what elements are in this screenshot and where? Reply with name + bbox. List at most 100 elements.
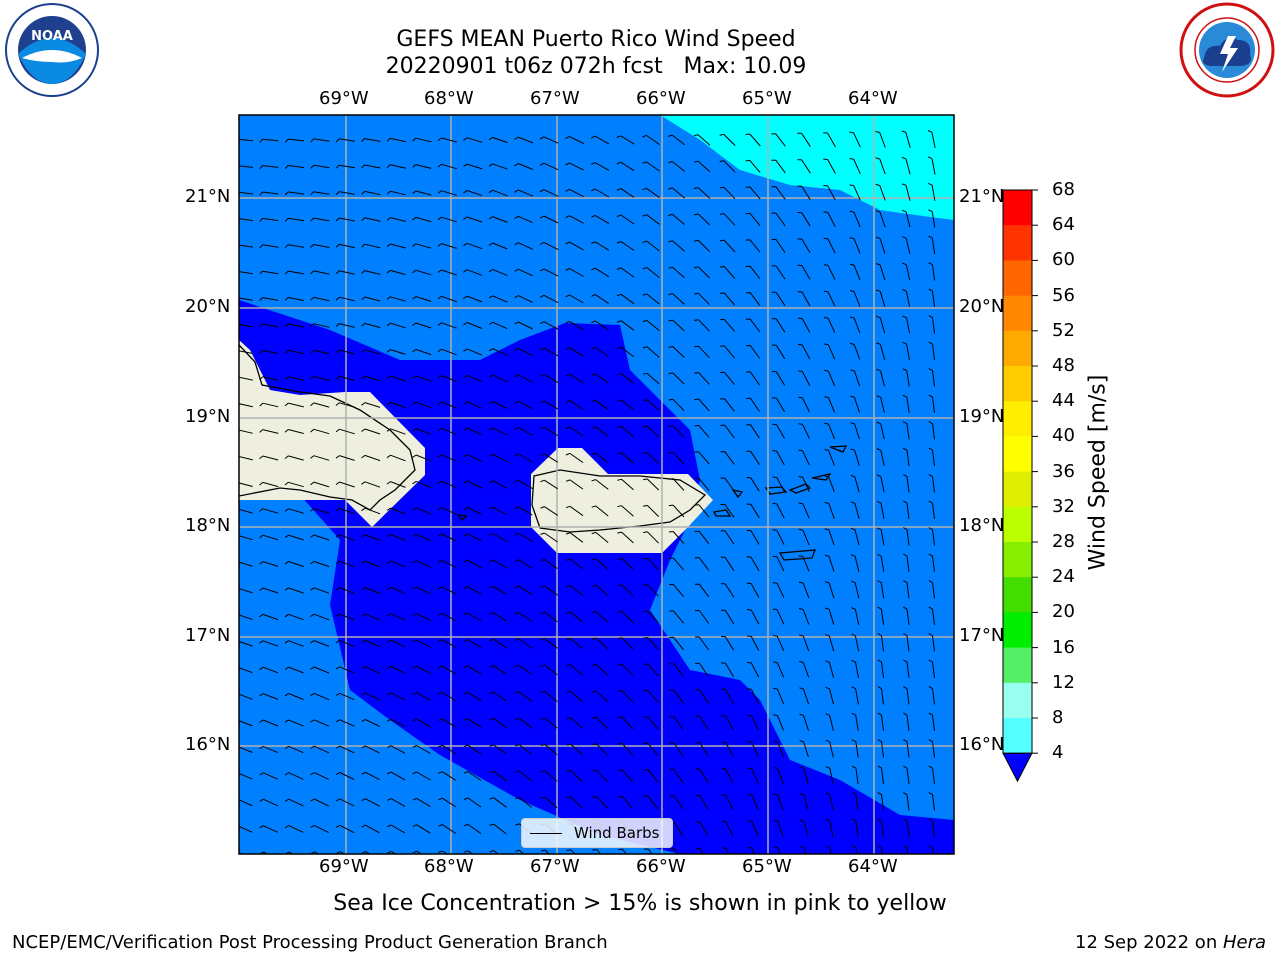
wind-barb xyxy=(361,613,381,621)
lon-label-top: 65°W xyxy=(742,88,792,109)
wind-barb xyxy=(695,821,709,837)
wind-barb xyxy=(463,374,483,383)
colorbar-segment xyxy=(1003,682,1032,719)
lon-label-bottom: 64°W xyxy=(848,856,898,877)
wind-barb xyxy=(239,588,253,594)
wind-barb xyxy=(592,849,602,854)
wind-barb xyxy=(693,187,711,199)
wind-barb xyxy=(745,265,761,280)
wind-barb xyxy=(877,765,884,784)
colorbar-tick-label: 60 xyxy=(1052,249,1075,271)
wind-barb xyxy=(903,818,910,837)
wind-barb xyxy=(798,528,810,546)
wind-barb xyxy=(695,715,709,730)
wind-barb xyxy=(566,664,583,676)
wind-barb xyxy=(259,297,279,301)
wind-barb xyxy=(773,846,781,854)
wind-barb xyxy=(642,267,660,278)
wind-barb xyxy=(669,716,684,730)
wind-barb xyxy=(643,716,659,730)
wind-barb xyxy=(877,739,884,758)
wind-barb xyxy=(668,478,685,491)
wind-barb xyxy=(463,771,482,781)
wind-barb xyxy=(798,476,810,493)
wind-barb xyxy=(437,559,457,569)
wind-barb xyxy=(514,295,533,303)
wind-barb xyxy=(591,320,609,331)
wind-barb xyxy=(902,236,911,254)
wind-barb xyxy=(901,183,911,201)
nws-logo xyxy=(1179,2,1275,98)
wind-barb xyxy=(903,553,910,572)
wind-barb xyxy=(669,689,684,704)
wind-barb xyxy=(668,531,685,544)
wind-barb xyxy=(694,372,710,385)
wind-barb xyxy=(851,607,860,625)
wind-barb xyxy=(695,689,709,704)
legend-label: Wind Barbs xyxy=(574,824,660,842)
wind-barb xyxy=(771,265,786,280)
wind-barb xyxy=(798,634,810,652)
wind-barb xyxy=(284,402,304,408)
wind-barb xyxy=(851,580,860,599)
wind-barb xyxy=(642,134,660,146)
wind-barb xyxy=(902,394,910,413)
wind-barb xyxy=(771,318,786,333)
wind-barb xyxy=(488,533,508,542)
wind-barb xyxy=(463,744,482,755)
wind-barb xyxy=(335,613,355,621)
colorbar-segment xyxy=(1003,718,1032,754)
wind-barb xyxy=(514,347,533,357)
wind-barb xyxy=(259,455,279,461)
wind-barb xyxy=(463,850,474,854)
wind-barb xyxy=(901,209,911,228)
wind-barb xyxy=(720,504,735,518)
wind-barb xyxy=(824,369,836,387)
wind-barb xyxy=(284,270,304,275)
wind-barb xyxy=(386,586,406,595)
wind-barb xyxy=(773,714,784,731)
map-subtitle: 20220901 t06z 072h fcst Max: 10.09 xyxy=(385,54,807,79)
wind-barb xyxy=(361,719,380,727)
wind-barb xyxy=(565,162,584,171)
wind-barb xyxy=(849,263,861,281)
wind-barb xyxy=(591,637,609,650)
wind-barb xyxy=(437,612,457,622)
wind-barb xyxy=(259,165,279,170)
wind-barb xyxy=(386,481,406,488)
wind-barb xyxy=(772,529,785,545)
wind-barb xyxy=(386,217,406,222)
wind-barb xyxy=(746,556,760,572)
wind-barb xyxy=(310,481,330,488)
footer-machine: Hera xyxy=(1222,932,1266,953)
wind-barb xyxy=(719,160,736,173)
wind-barb xyxy=(540,426,559,437)
wind-barb xyxy=(668,266,685,279)
wind-barb xyxy=(928,845,934,854)
wind-barb xyxy=(772,476,785,492)
wind-barb xyxy=(386,798,406,807)
wind-barb xyxy=(772,423,785,439)
wind-barb xyxy=(851,633,860,652)
wind-barb xyxy=(539,268,559,277)
wind-barbs xyxy=(239,130,936,854)
wind-barb xyxy=(335,243,355,249)
wind-barb xyxy=(773,819,784,837)
wind-barb xyxy=(745,292,761,306)
wind-barb xyxy=(514,189,534,197)
wind-barb xyxy=(746,371,761,386)
wind-barb xyxy=(566,796,583,809)
wind-barb xyxy=(310,296,330,302)
wind-barb xyxy=(463,691,482,702)
colorbar-segment xyxy=(1003,436,1032,473)
wind-barb xyxy=(642,319,660,331)
wind-barb xyxy=(745,159,761,173)
wind-barb xyxy=(310,323,330,328)
wind-barb xyxy=(642,478,660,491)
wind-barb xyxy=(825,634,835,652)
wind-barb xyxy=(239,720,253,727)
wind-barb xyxy=(616,161,635,172)
wind-barb xyxy=(642,425,660,438)
wind-barb xyxy=(386,692,406,701)
wind-barb xyxy=(747,846,755,854)
